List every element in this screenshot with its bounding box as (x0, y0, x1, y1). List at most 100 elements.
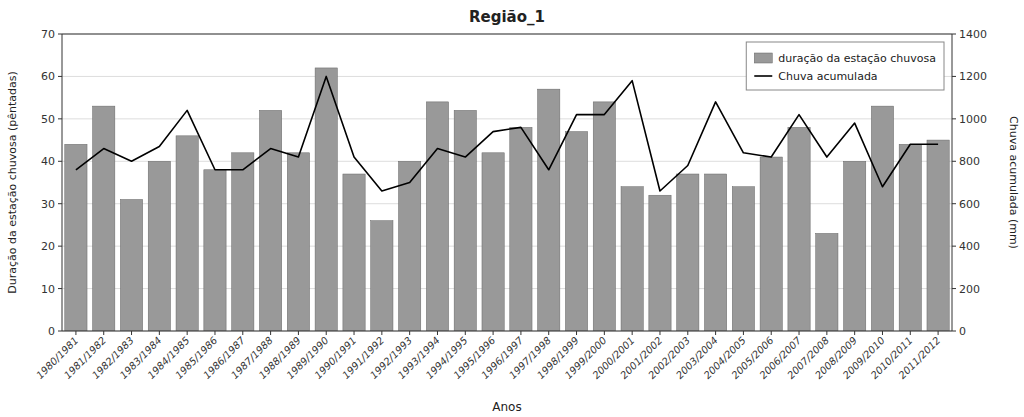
tick (409, 331, 410, 335)
line (76, 76, 938, 191)
tick (687, 331, 688, 335)
tick-label: 60 (41, 70, 55, 83)
bar (677, 174, 699, 331)
tick-label: 800 (959, 155, 980, 168)
bar (788, 127, 810, 331)
tick-label: 600 (959, 198, 980, 211)
tick-label: 50 (41, 113, 55, 126)
bar (93, 106, 115, 331)
marks (65, 68, 949, 331)
bar (927, 140, 949, 331)
tick (854, 331, 855, 335)
tick (214, 331, 215, 335)
tick (58, 161, 62, 162)
tick (576, 331, 577, 335)
bar (343, 174, 365, 331)
tick (58, 246, 62, 247)
tick (952, 161, 956, 162)
tick (952, 76, 956, 77)
legend-label: Chuva acumulada (778, 70, 877, 83)
bar (565, 132, 587, 331)
chart: 0102030405060700200400600800100012001400… (0, 0, 1024, 417)
y-axis-label: Duração da estação chuvosa (pêntadas) (6, 71, 19, 294)
tick-label: 10 (41, 283, 55, 296)
bar (371, 221, 393, 331)
tick-label: 2011/2012 (896, 335, 942, 381)
tick-label: 200 (959, 283, 980, 296)
bar (649, 195, 671, 331)
legend-swatch (754, 75, 772, 77)
tick (242, 331, 243, 335)
bar (732, 187, 754, 331)
grid-line (62, 34, 952, 35)
tick (548, 331, 549, 335)
tick-label: 1400 (959, 28, 987, 41)
tick (58, 34, 62, 35)
bar (176, 136, 198, 331)
background (0, 0, 1024, 417)
tick (465, 331, 466, 335)
bar (844, 161, 866, 331)
tick (743, 331, 744, 335)
tick-label: 1000 (959, 113, 987, 126)
bar (593, 102, 615, 331)
tick (75, 331, 76, 335)
bar (482, 153, 504, 331)
bar (704, 174, 726, 331)
tick-label: 0 (48, 325, 55, 338)
tick (952, 288, 956, 289)
tick (58, 76, 62, 77)
grid-line (62, 331, 952, 332)
bar (454, 110, 476, 331)
tick (131, 331, 132, 335)
bar (259, 110, 281, 331)
tick (952, 246, 956, 247)
tick (58, 288, 62, 289)
tick (298, 331, 299, 335)
tick (938, 331, 939, 335)
tick-label: 30 (41, 198, 55, 211)
axis-line (62, 34, 952, 35)
bar (65, 144, 87, 331)
tick (659, 331, 660, 335)
tick (187, 331, 188, 335)
tick (952, 331, 956, 332)
tick (715, 331, 716, 335)
tick (952, 118, 956, 119)
axis-line (62, 34, 63, 331)
tick-label: 20 (41, 240, 55, 253)
bar (816, 233, 838, 331)
axes: 0102030405060700200400600800100012001400… (34, 28, 987, 381)
tick (520, 331, 521, 335)
tick (58, 331, 62, 332)
tick-label: 0 (959, 325, 966, 338)
bar (538, 89, 560, 331)
legend-box (746, 42, 944, 90)
tick (952, 34, 956, 35)
legend-swatch (754, 53, 772, 63)
tick (326, 331, 327, 335)
x-axis-label: Anos (492, 400, 521, 414)
tick (882, 331, 883, 335)
legend-label: duração da estação chuvosa (778, 52, 936, 65)
tick-label: 400 (959, 240, 980, 253)
bar (426, 102, 448, 331)
tick (437, 331, 438, 335)
tick (103, 331, 104, 335)
legend-item: Chuva acumulada (754, 70, 877, 83)
tick (771, 331, 772, 335)
tick (58, 118, 62, 119)
bar (204, 170, 226, 331)
tick (354, 331, 355, 335)
bar (899, 144, 921, 331)
axis-line (62, 331, 952, 332)
tick (632, 331, 633, 335)
tick (826, 331, 827, 335)
tick (910, 331, 911, 335)
bar (871, 106, 893, 331)
tick-label: 40 (41, 155, 55, 168)
tick (381, 331, 382, 335)
tick (799, 331, 800, 335)
legend: duração da estação chuvosa Chuva acumulad… (746, 42, 944, 90)
bar (148, 161, 170, 331)
